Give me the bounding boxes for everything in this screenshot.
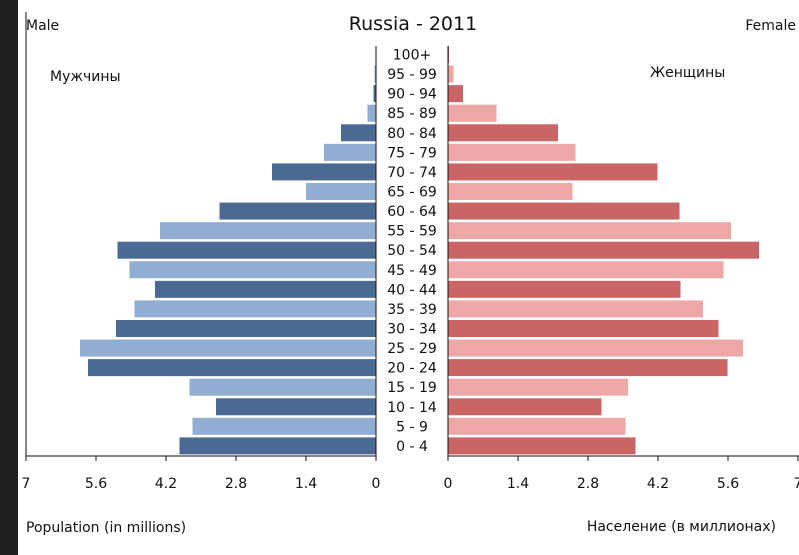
male-bar: [189, 378, 376, 396]
age-group-label: 35 - 39: [387, 302, 437, 318]
chart-frame: Male Russia - 2011 Female Мужчины Женщин…: [18, 0, 799, 555]
age-group-label: 20 - 24: [387, 361, 437, 377]
male-bar: [374, 65, 376, 83]
female-bar: [448, 261, 724, 279]
male-bar: [272, 163, 376, 181]
female-bar: [448, 85, 463, 103]
male-bar: [192, 417, 376, 435]
female-tick-label: 0: [444, 476, 453, 492]
female-bar: [448, 378, 628, 396]
female-bar: [448, 163, 658, 181]
female-bar: [448, 300, 703, 318]
age-group-label: 30 - 34: [387, 321, 437, 337]
age-group-label: 40 - 44: [387, 282, 437, 298]
female-bar: [448, 359, 728, 377]
age-group-label: 90 - 94: [387, 87, 437, 103]
age-group-label: 75 - 79: [387, 145, 437, 161]
female-tick-label: 4.2: [647, 476, 669, 492]
chart-title: Russia - 2011: [349, 13, 477, 35]
age-group-label: 60 - 64: [387, 204, 437, 220]
age-group-label: 15 - 19: [387, 380, 437, 396]
male-bar: [129, 261, 376, 279]
female-bar: [448, 124, 558, 142]
age-group-label: 85 - 89: [387, 106, 437, 122]
female-header: Female: [745, 18, 796, 34]
age-group-label: 70 - 74: [387, 165, 437, 181]
age-group-label: 65 - 69: [387, 184, 437, 200]
female-bar: [448, 182, 573, 200]
female-axis-label: Население (в миллионах): [587, 519, 776, 535]
male-tick-label: 2.8: [225, 476, 247, 492]
female-tick-label: 1.4: [507, 476, 529, 492]
female-subtitle: Женщины: [650, 65, 725, 81]
age-group-label: 10 - 14: [387, 400, 437, 416]
male-bar: [216, 398, 376, 416]
age-group-label: 45 - 49: [387, 263, 437, 279]
male-tick-label: 4.2: [155, 476, 177, 492]
female-bar: [448, 104, 497, 122]
x-axes: 7 5.6 4.2 2.8 1.4 0 0 1.4 2.8 4.2 5.6 7: [22, 46, 799, 492]
age-group-label: 50 - 54: [387, 243, 437, 259]
female-bar: [448, 241, 759, 259]
male-bar: [367, 104, 376, 122]
male-bar: [324, 143, 376, 161]
population-pyramid-chart: Male Russia - 2011 Female Мужчины Женщин…: [22, 12, 799, 536]
female-bar: [448, 202, 680, 220]
age-labels: 100+ 95 - 99 90 - 94 85 - 89 80 - 84 75 - 79 7…: [387, 48, 437, 455]
male-bar: [306, 182, 376, 200]
male-bar: [134, 300, 376, 318]
female-bars: [448, 46, 759, 455]
age-group-label: 25 - 29: [387, 341, 437, 357]
male-axis-label: Population (in millions): [26, 520, 186, 536]
female-bar: [448, 437, 636, 455]
male-bars: [80, 46, 376, 455]
female-bar: [448, 417, 626, 435]
male-subtitle: Мужчины: [50, 69, 121, 85]
age-group-label: 80 - 84: [387, 126, 437, 142]
female-bar: [448, 222, 731, 240]
age-group-label: 5 - 9: [396, 419, 428, 435]
male-tick-label: 0: [372, 476, 381, 492]
age-group-label: 100+: [393, 48, 431, 64]
female-tick-label: 5.6: [717, 476, 739, 492]
male-bar: [116, 319, 376, 337]
female-bar: [448, 65, 454, 83]
age-group-label: 55 - 59: [387, 224, 437, 240]
male-bar: [88, 359, 376, 377]
male-bar: [160, 222, 376, 240]
female-tick-label: 7: [794, 476, 799, 492]
male-tick-label: 5.6: [85, 476, 107, 492]
female-bar: [448, 398, 602, 416]
male-bar: [80, 339, 376, 357]
female-bar: [448, 339, 743, 357]
male-bar: [341, 124, 376, 142]
male-bar: [179, 437, 376, 455]
male-bar: [219, 202, 376, 220]
male-tick-label: 7: [22, 476, 31, 492]
age-group-label: 95 - 99: [387, 67, 437, 83]
male-tick-label: 1.4: [295, 476, 317, 492]
female-tick-label: 2.8: [577, 476, 599, 492]
male-bar: [373, 85, 376, 103]
male-bar: [155, 280, 376, 298]
female-bar: [448, 319, 719, 337]
male-bar: [117, 241, 376, 259]
age-group-label: 0 - 4: [396, 439, 428, 455]
male-header: Male: [26, 18, 59, 34]
female-bar: [448, 143, 576, 161]
female-bar: [448, 280, 681, 298]
